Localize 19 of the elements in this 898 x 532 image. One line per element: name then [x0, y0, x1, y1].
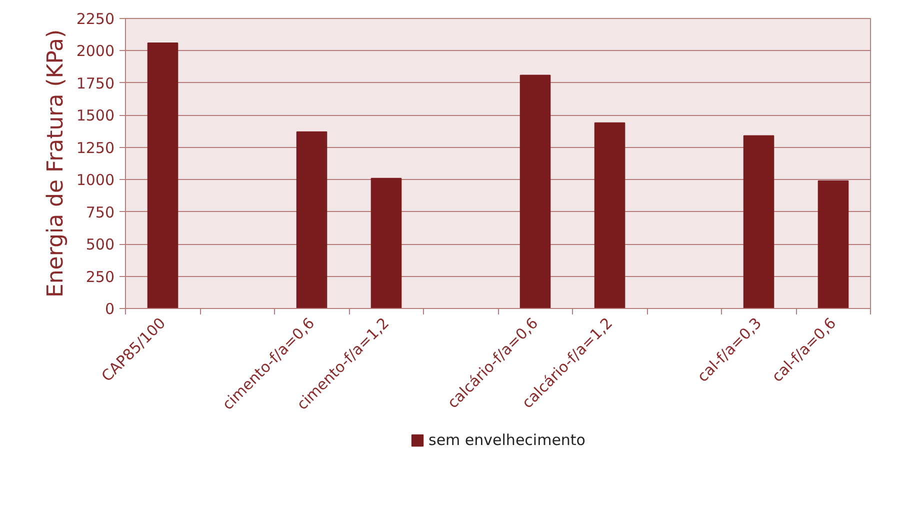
y-tick-label: 500 — [86, 236, 115, 254]
bar — [370, 178, 402, 308]
y-tick-label: 250 — [86, 268, 115, 286]
legend-label: sem envelhecimento — [428, 431, 586, 449]
bar — [594, 122, 626, 308]
y-tick-label: 1750 — [76, 74, 115, 92]
y-tick-label: 2000 — [76, 42, 115, 60]
bar — [147, 42, 178, 308]
bar — [818, 180, 849, 308]
bar — [296, 131, 328, 308]
y-tick-label: 2250 — [76, 10, 115, 28]
y-tick-label: 750 — [86, 203, 115, 222]
y-tick-label: 0 — [104, 300, 115, 318]
y-tick-label: 1500 — [76, 106, 115, 125]
y-tick-label: 1250 — [76, 138, 115, 157]
y-axis-title: Energia de Fratura (KPa) — [43, 29, 68, 298]
bar — [743, 135, 774, 308]
bar — [520, 74, 551, 308]
y-tick-label: 1000 — [76, 171, 115, 190]
